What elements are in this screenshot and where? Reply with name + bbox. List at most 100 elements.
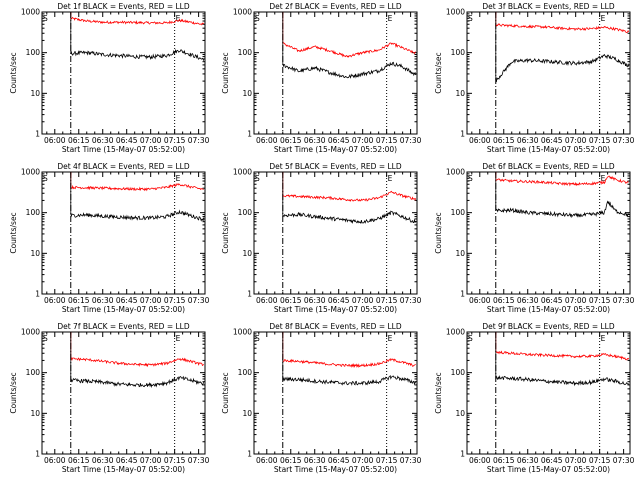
x-axis-label: Start Time (15-May-07 05:52:00)	[62, 145, 185, 154]
plot-frame	[41, 11, 206, 135]
chart-title: Det 1f BLACK = Events, RED = LLD	[57, 2, 190, 11]
x-tick-label: 07:30	[188, 136, 210, 145]
x-tick-label: 06:30	[304, 296, 326, 305]
time-marker-label: S	[43, 174, 48, 183]
y-axis-label: Counts/sec	[434, 52, 443, 93]
x-tick-label: 06:00	[44, 136, 66, 145]
lld-series-line	[495, 12, 630, 34]
chart-panel: Det 5f BLACK = Events, RED = LLD 1 10 100 10…	[221, 162, 422, 314]
time-marker-label: S	[468, 14, 473, 23]
y-tick-label: 1	[35, 130, 40, 139]
y-axis-label: Counts/sec	[221, 52, 230, 93]
x-axis-label: Start Time (15-May-07 05:52:00)	[487, 465, 610, 474]
time-marker-label: E	[601, 14, 606, 23]
x-tick-label: 06:45	[541, 296, 563, 305]
time-marker-label: E	[176, 174, 181, 183]
y-axis-label: Counts/sec	[221, 372, 230, 413]
y-tick-label: 1	[247, 130, 252, 139]
y-axis-label: Counts/sec	[9, 212, 18, 253]
x-tick-label: 06:45	[116, 456, 138, 465]
events-series-line	[495, 12, 630, 83]
chart-title: Det 9f BLACK = Events, RED = LLD	[482, 322, 615, 331]
x-tick-label: 06:00	[256, 296, 278, 305]
y-tick-label: 1	[247, 290, 252, 299]
x-tick-label: 07:00	[565, 136, 587, 145]
x-tick-label: 07:15	[589, 296, 611, 305]
plot-frame	[41, 331, 206, 455]
y-tick-label: 10	[455, 89, 465, 98]
time-marker-label: E	[388, 334, 393, 343]
x-tick-label: 07:00	[140, 456, 162, 465]
x-tick-label: 07:30	[613, 136, 635, 145]
chart-panel: Det 9f BLACK = Events, RED = LLD 1 10 100 10…	[434, 322, 635, 474]
y-axis-label: Counts/sec	[434, 212, 443, 253]
x-tick-label: 06:45	[328, 456, 350, 465]
y-tick-label: 1000	[446, 328, 465, 337]
x-tick-label: 07:15	[164, 456, 186, 465]
time-marker-label: S	[43, 334, 48, 343]
plot-frame	[253, 331, 418, 455]
y-tick-label: 1000	[233, 328, 252, 337]
time-marker-label: S	[468, 334, 473, 343]
x-axis-label: Start Time (15-May-07 05:52:00)	[274, 465, 397, 474]
time-marker-label: E	[176, 14, 181, 23]
x-tick-label: 07:00	[565, 456, 587, 465]
x-tick-label: 07:15	[589, 456, 611, 465]
chart-title: Det 8f BLACK = Events, RED = LLD	[269, 322, 402, 331]
x-axis-label: Start Time (15-May-07 05:52:00)	[274, 145, 397, 154]
y-tick-label: 100	[238, 48, 253, 57]
x-tick-label: 06:00	[469, 136, 491, 145]
time-marker-label: S	[468, 174, 473, 183]
time-marker-label: S	[255, 334, 260, 343]
y-tick-label: 1000	[446, 8, 465, 17]
x-tick-label: 06:30	[517, 456, 539, 465]
x-tick-label: 06:00	[256, 456, 278, 465]
x-tick-label: 07:00	[140, 296, 162, 305]
x-tick-label: 06:30	[304, 136, 326, 145]
x-tick-label: 07:30	[613, 456, 635, 465]
y-axis-label: Counts/sec	[9, 52, 18, 93]
chart-title: Det 2f BLACK = Events, RED = LLD	[269, 2, 402, 11]
lld-series-line	[282, 172, 417, 202]
lld-series-line	[282, 12, 416, 58]
y-tick-label: 100	[451, 48, 466, 57]
x-tick-label: 07:00	[352, 456, 374, 465]
x-tick-label: 06:30	[517, 296, 539, 305]
y-tick-label: 10	[242, 89, 252, 98]
chart-panel: Det 3f BLACK = Events, RED = LLD 1 10 100 10…	[434, 2, 635, 154]
plot-frame	[466, 331, 631, 455]
y-tick-label: 1000	[446, 168, 465, 177]
x-tick-label: 06:45	[116, 296, 138, 305]
y-tick-label: 10	[30, 249, 40, 258]
time-marker-label: S	[255, 14, 260, 23]
lld-series-line	[282, 332, 416, 368]
x-axis-label: Start Time (15-May-07 05:52:00)	[274, 305, 397, 314]
x-tick-label: 06:15	[280, 136, 302, 145]
y-tick-label: 1	[460, 450, 465, 459]
time-marker-label: S	[255, 174, 260, 183]
chart-title: Det 5f BLACK = Events, RED = LLD	[269, 162, 402, 171]
x-tick-label: 07:30	[613, 296, 635, 305]
x-tick-label: 07:30	[188, 296, 210, 305]
plot-frame	[466, 11, 631, 135]
time-marker-label: E	[388, 14, 393, 23]
x-tick-label: 06:30	[92, 296, 114, 305]
time-marker-label: S	[43, 14, 48, 23]
plot-frame	[466, 171, 631, 295]
x-tick-label: 06:15	[280, 456, 302, 465]
y-tick-label: 1000	[21, 8, 40, 17]
x-tick-label: 06:45	[116, 136, 138, 145]
chart-title: Det 3f BLACK = Events, RED = LLD	[482, 2, 615, 11]
lld-series-line	[70, 172, 204, 192]
chart-panel: Det 8f BLACK = Events, RED = LLD 1 10 100 10…	[221, 322, 422, 474]
chart-panel: Det 1f BLACK = Events, RED = LLD 1 10 100 10…	[9, 2, 210, 154]
x-tick-label: 07:00	[352, 296, 374, 305]
x-axis-label: Start Time (15-May-07 05:52:00)	[487, 145, 610, 154]
x-tick-label: 06:00	[469, 456, 491, 465]
y-tick-label: 1000	[21, 328, 40, 337]
events-series-line	[70, 332, 205, 389]
x-tick-label: 06:00	[256, 136, 278, 145]
y-tick-label: 1	[247, 450, 252, 459]
lld-series-line	[70, 12, 205, 26]
